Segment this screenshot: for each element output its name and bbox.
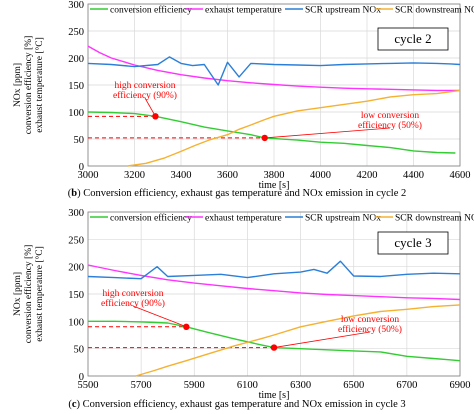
y-tick-label: 150 (68, 290, 84, 301)
legend-label-upstream: SCR upstream NOx (305, 214, 381, 224)
x-tick-label: 5900 (184, 380, 205, 391)
x-tick-label: 4600 (450, 170, 471, 181)
legend-label-downstream: SCR downstream NOx (395, 6, 474, 16)
annotation-label: low conversion (341, 315, 400, 325)
annotation-leader (144, 97, 156, 117)
x-tick-label: 6900 (450, 380, 471, 391)
y-tick-label: 100 (68, 108, 84, 119)
y-tick-label: 150 (68, 81, 84, 92)
series-line-upstream (87, 260, 461, 280)
legend-label-efficiency: conversion efficiency (110, 5, 192, 16)
x-tick-label: 6700 (396, 380, 417, 391)
plot-frame (87, 3, 461, 167)
annotation-marker (183, 323, 190, 330)
annotation-marker (152, 113, 159, 120)
y-tick-label: 300 (68, 0, 84, 11)
series-line-exhaust (87, 45, 460, 92)
x-tick-label: 3600 (217, 170, 238, 181)
legend-label-upstream: SCR upstream NOx (305, 6, 381, 16)
caption-cycle-3: (c) Conversion efficiency, exhaust gas t… (68, 399, 406, 410)
legend-label-exhaust: exhaust temperature (205, 214, 282, 224)
series-line-downstream (127, 89, 461, 167)
x-tick-label: 3000 (78, 170, 99, 181)
y-tick-label: 250 (68, 27, 84, 38)
annotation-marker (270, 344, 278, 351)
series-line-downstream (135, 304, 461, 377)
y-tick-label: 250 (68, 235, 84, 246)
series-line-efficiency (88, 320, 461, 362)
annotation-label: efficiency (50%) (338, 324, 402, 335)
x-tick-label: 4200 (357, 170, 378, 181)
cycle-label: cycle 2 (394, 31, 431, 46)
y-tick-label: 0 (79, 162, 84, 173)
cycle-label-box (377, 231, 449, 255)
y-tick-label: 0 (79, 372, 84, 383)
x-tick-label: 6500 (343, 380, 364, 391)
series-line-exhaust (87, 264, 461, 301)
x-tick-label: 3200 (124, 170, 145, 181)
annotation-label: efficiency (50%) (358, 120, 422, 131)
annotation-label: high conversion (115, 81, 176, 91)
legend-label-efficiency: conversion efficiency (110, 213, 192, 224)
series-line-upstream (87, 56, 461, 86)
x-tick-label: 5500 (78, 380, 99, 391)
y-axis-label: NOx [ppm] (13, 63, 23, 107)
chart-cycle-3: 0 50 100 150 200 250 300 5500 5700 5900 6100 6300 65… (13, 208, 474, 401)
x-tick-label: 4000 (310, 170, 331, 181)
chart-cycle-2: 0 50 100 150 200 250 300 3000 3200 3400 3600 3800 40… (13, 0, 474, 191)
annotation-label: efficiency (90%) (113, 90, 177, 101)
y-tick-label: 100 (68, 317, 84, 328)
cycle-label: cycle 3 (394, 235, 431, 250)
x-tick-label: 6100 (237, 380, 258, 391)
x-tick-label: 3400 (171, 170, 192, 181)
legend-label-exhaust: exhaust temperature (205, 6, 282, 16)
annotation-label: efficiency (90%) (101, 298, 165, 309)
annotation-label: low conversion (361, 111, 420, 121)
annotation-label: high conversion (103, 289, 164, 299)
x-axis-label: time [s] (259, 390, 290, 401)
y-axis-label: NOx [ppm] (13, 272, 23, 316)
x-tick-label: 3800 (264, 170, 285, 181)
y-tick-label: 200 (68, 263, 84, 274)
cycle-label-box (377, 27, 449, 51)
y-tick-label: 50 (74, 345, 85, 356)
annotation-leader (264, 127, 391, 139)
x-tick-label: 5700 (131, 380, 152, 391)
plot-frame (87, 211, 461, 377)
y-tick-label: 200 (68, 54, 84, 65)
y-axis-label: exhaust temperature [°C] (34, 37, 45, 133)
legend-label-downstream: SCR downstream NOx (395, 214, 474, 224)
annotation-marker (261, 134, 268, 142)
x-axis-label: time [s] (259, 180, 290, 191)
y-axis-label: conversion efficiency [%] (23, 36, 34, 134)
y-tick-label: 50 (74, 135, 85, 146)
x-tick-label: 4400 (403, 170, 424, 181)
annotation-leader (132, 305, 187, 328)
y-axis-label: exhaust temperature [°C] (34, 246, 45, 342)
y-axis-label: conversion efficiency [%] (23, 245, 34, 343)
annotation-leader (273, 331, 371, 348)
x-tick-label: 6300 (290, 380, 311, 391)
caption-cycle-2: (b) Conversion efficiency, exhaust gas t… (67, 188, 407, 199)
y-tick-label: 300 (68, 208, 84, 219)
